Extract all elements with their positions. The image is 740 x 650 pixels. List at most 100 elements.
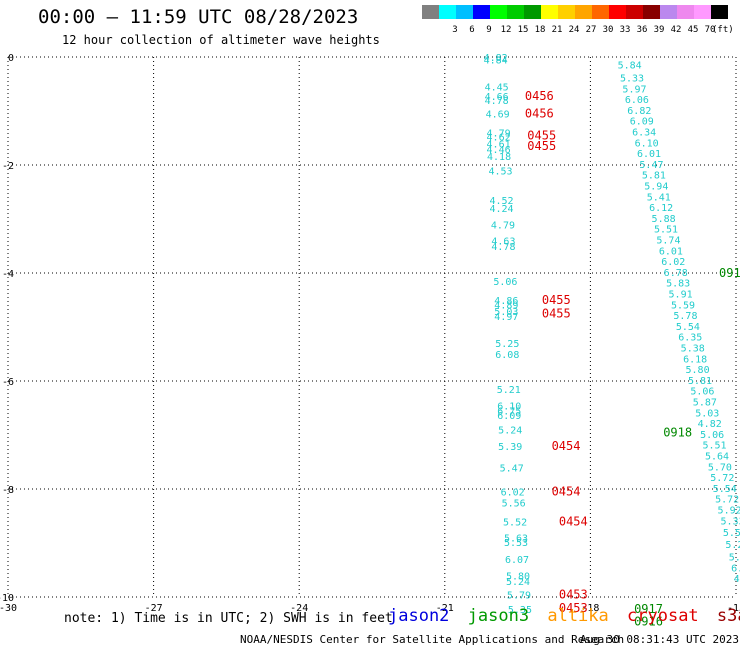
color-scale-label: 3 <box>452 25 457 35</box>
wave-height-value: 5. <box>729 553 740 564</box>
color-scale-label: 21 <box>552 25 563 35</box>
wave-height-value: 4.45 <box>485 83 509 94</box>
wave-height-value: 5.39 <box>498 442 522 453</box>
wave-height-value: 4.86 <box>494 296 518 307</box>
lon-tick-label: -30 <box>0 603 17 614</box>
wave-height-value: 5.80 <box>506 571 530 582</box>
color-scale-label: 33 <box>620 25 631 35</box>
wave-height-value: 6.08 <box>495 350 519 361</box>
wave-height-value: 5.81 <box>642 171 666 182</box>
wave-height-value: 6.78 <box>664 268 688 279</box>
wave-height-value: 5.2 <box>725 540 740 551</box>
legend-cryosat: cryosat <box>627 606 699 626</box>
page-subtitle: 12 hour collection of altimeter wave hei… <box>62 33 380 47</box>
color-scale-label: 9 <box>486 25 491 35</box>
wave-height-value: 5.24 <box>506 577 530 588</box>
wave-height-value: 4.78 <box>485 96 509 107</box>
color-swatch <box>677 5 694 19</box>
wave-height-value: 5.54 <box>676 322 700 333</box>
pass-time: 0453 <box>559 587 588 601</box>
color-swatch <box>643 5 660 19</box>
wave-height-value: 4.53 <box>488 166 512 177</box>
wave-height-value: 4.89 <box>494 300 518 311</box>
lat-tick-label: -6 <box>2 377 14 388</box>
wave-height-value: 6.18 <box>683 354 707 365</box>
wave-height-value: 5.91 <box>669 290 693 301</box>
color-swatch <box>558 5 575 19</box>
color-scale: 3 6 9 12 15 18 21 24 27 30 33 36 39 42 45 70(ft) <box>422 5 732 35</box>
pass-time: 0918 <box>663 425 692 439</box>
pass-time: 0919 <box>719 266 740 280</box>
wave-height-value: 4.24 <box>489 204 513 215</box>
wave-height-value: 6.75 <box>497 407 521 418</box>
color-scale-label: 27 <box>586 25 597 35</box>
lon-tick-label: -15 <box>727 603 740 614</box>
wave-height-value: 6.01 <box>637 149 661 160</box>
wave-height-value: 6. <box>731 563 740 574</box>
wave-height-value: 5.52 <box>503 517 527 528</box>
wave-height-value: 4.62 <box>487 132 511 143</box>
axis-tick-labels: -30 -27 -24 -21 -18 -15 0 -2 -4 -6 -8 -10 <box>0 53 740 614</box>
color-swatch <box>575 5 592 19</box>
wave-height-value: 5.06 <box>493 277 517 288</box>
lon-tick-label: -27 <box>145 603 163 614</box>
wave-height-value: 5.80 <box>686 365 710 376</box>
lat-tick-label: -2 <box>2 161 14 172</box>
wave-height-value: 6.82 <box>627 106 651 117</box>
color-scale-label: 15 <box>518 25 529 35</box>
wave-height-value: 5.92 <box>718 506 740 517</box>
wave-height-value: 5.51 <box>654 225 678 236</box>
page-title: 00:00 – 11:59 UTC 08/28/2023 <box>38 6 359 28</box>
wave-height-value: 5.63 <box>504 534 528 545</box>
wave-height-value: 4.79 <box>487 129 511 140</box>
generated-timestamp: Aug 30 08:31:43 UTC 2023 <box>580 633 739 646</box>
color-scale-label: 39 <box>654 25 665 35</box>
wave-height-value: 6.02 <box>661 257 685 268</box>
wave-height-value: 6.10 <box>497 401 521 412</box>
color-swatch <box>490 5 507 19</box>
wave-height-value: 5.97 <box>622 84 646 95</box>
pass-time: 0455 <box>542 307 571 321</box>
pass-time: 0453 <box>559 601 588 615</box>
wave-height-value: 5.72 <box>710 473 734 484</box>
wave-height-value: 6.07 <box>505 555 529 566</box>
color-scale-unit: (ft) <box>712 25 732 35</box>
wave-height-value: 5.21 <box>497 385 521 396</box>
wave-height-value: 5.03 <box>494 307 518 318</box>
wave-height-value: 4.69 <box>486 110 510 121</box>
wave-height-value: 5.41 <box>647 192 671 203</box>
lon-tick-label: -24 <box>290 603 308 614</box>
color-scale-label: 6 <box>469 25 474 35</box>
wave-height-value: 5.38 <box>681 344 705 355</box>
lon-tick-label: -18 <box>581 603 599 614</box>
pass-time: 0454 <box>552 485 581 499</box>
wave-height-value: 5.88 <box>652 214 676 225</box>
wave-height-value: 4.82 <box>484 53 508 64</box>
wave-height-value: 6.09 <box>630 117 654 128</box>
lat-tick-label: -8 <box>2 485 14 496</box>
color-swatch <box>473 5 490 19</box>
color-scale-label: 12 <box>501 25 512 35</box>
color-scale-label: 45 <box>688 25 699 35</box>
color-swatch <box>694 5 711 19</box>
legend-s3a: s3a <box>716 606 740 626</box>
wave-height-value: 4. <box>734 574 740 585</box>
wave-height-value: 5.56 <box>502 499 526 510</box>
wave-height-value: 6.35 <box>678 333 702 344</box>
wave-height-value: 5.47 <box>639 160 663 171</box>
wave-height-value: 5.24 <box>498 426 522 437</box>
lat-tick-label: -10 <box>0 593 14 604</box>
wave-height-value: 6.06 <box>625 95 649 106</box>
pass-time: 0917 <box>634 602 663 616</box>
color-swatch <box>592 5 609 19</box>
wave-height-value: 5.47 <box>500 463 524 474</box>
satellite-legend: jason2 jason3 altika cryosat s3a <box>388 606 740 626</box>
credit-line: NOAA/NESDIS Center for Satellite Applica… <box>240 633 625 646</box>
wave-height-value: 4.82 <box>698 419 722 430</box>
color-scale-label: 18 <box>535 25 546 35</box>
wave-height-value: 6.34 <box>632 128 656 139</box>
color-swatch <box>711 5 728 19</box>
wave-height-value: 5.53 <box>504 538 528 549</box>
wave-height-value: 5.59 <box>723 528 740 539</box>
map-grid <box>7 56 737 598</box>
